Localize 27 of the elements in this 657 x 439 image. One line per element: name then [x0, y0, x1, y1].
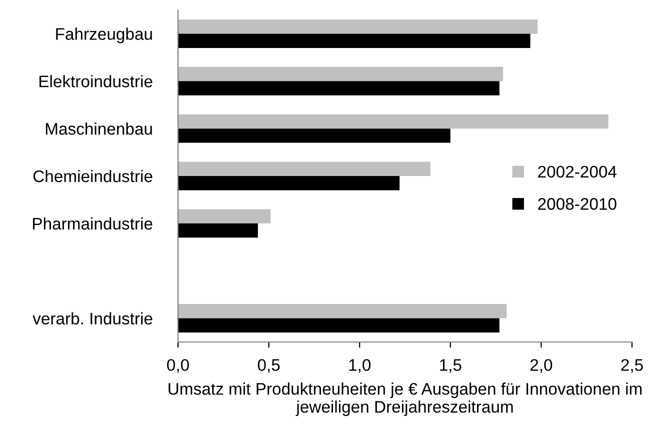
bar [178, 128, 450, 143]
bar [178, 176, 400, 190]
bar [178, 114, 608, 129]
y-tick-label: Fahrzeugbau [56, 28, 152, 44]
y-tick-label: Pharmaindustrie [33, 217, 152, 230]
y-tick-label: Maschinenbau [46, 122, 152, 135]
x-tick-label: 1,0 [349, 359, 371, 373]
bar [178, 19, 538, 34]
x-tick-label: 2,0 [530, 359, 552, 373]
bar [178, 66, 504, 82]
legend-label: 2008-2010 [538, 198, 616, 210]
bar [178, 162, 430, 176]
bar [178, 318, 500, 333]
x-tick-label: 2,5 [621, 359, 643, 373]
y-tick-label: Elektroindustrie [40, 75, 152, 88]
x-axis-title: Umsatz mit Produktneuheiten je € Ausgaben für Innovationen im jeweiligen Dreijahreszeitraum [168, 382, 642, 416]
legend-label: 2002-2004 [538, 166, 617, 178]
y-tick-label: verarb. Industrie [32, 312, 152, 324]
bar [178, 81, 500, 96]
y-tick-label: Chemieindustrie [33, 170, 152, 182]
bar [178, 304, 507, 318]
x-tick-label: 0,0 [167, 359, 189, 373]
x-tick-label: 1,5 [440, 359, 462, 373]
bar [178, 223, 258, 238]
bar [178, 209, 271, 224]
bar [178, 34, 530, 48]
x-tick-label: 0,5 [258, 359, 280, 373]
